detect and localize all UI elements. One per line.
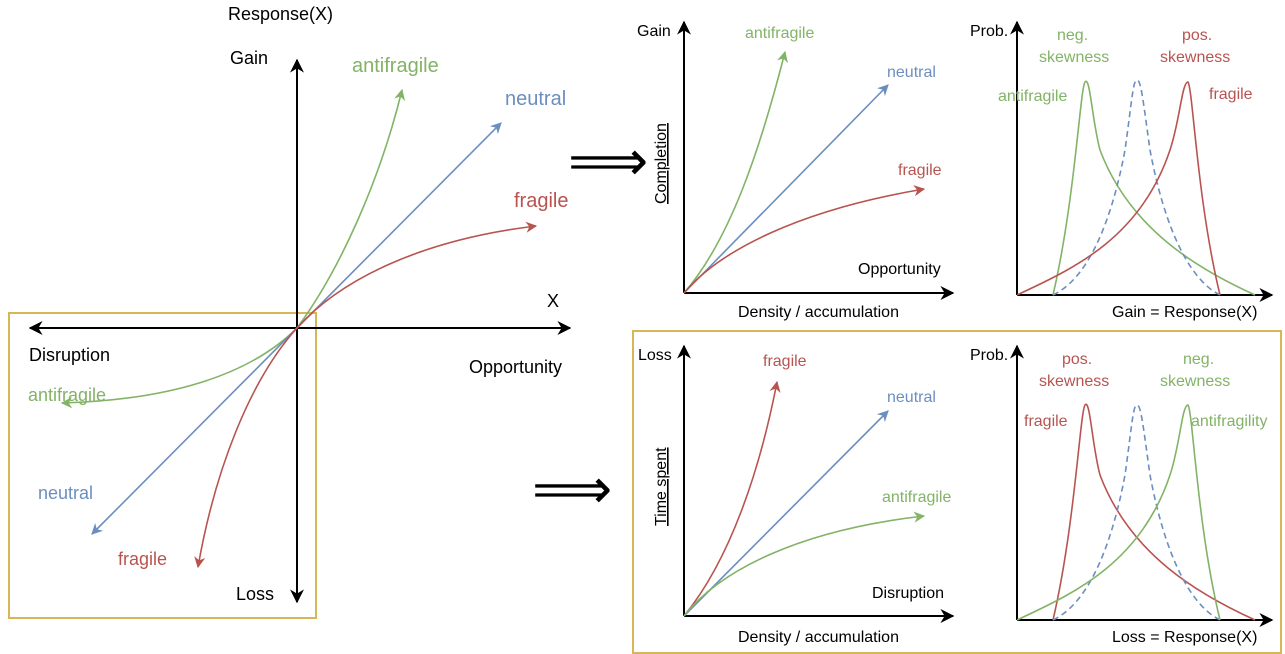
tr-prob-label: Prob. <box>970 23 1008 40</box>
tl-neutral-label: neutral <box>887 64 936 81</box>
main-antifragile-gain-label: antifragile <box>352 55 439 77</box>
bl-antifragile-curve <box>683 511 926 617</box>
bl-disruption-label: Disruption <box>872 585 944 602</box>
br-x-label: Loss = Response(X) <box>1112 629 1257 646</box>
main-antifragile-loss-label: antifragile <box>28 385 106 405</box>
br-antifragility-label: antifragility <box>1191 413 1267 430</box>
bl-x-label: Density / accumulation <box>738 629 899 646</box>
main-gain-label: Gain <box>230 48 268 68</box>
main-x-label: X <box>547 291 559 311</box>
br-fragile-distribution <box>1052 403 1256 621</box>
main-fragile-gain-curve <box>296 221 538 329</box>
main-opportunity-label: Opportunity <box>469 357 562 377</box>
tl-completion-label: Completion <box>653 123 670 204</box>
br-fragile-label: fragile <box>1024 413 1068 430</box>
br-pos-skew-label-2: skewness <box>1039 373 1109 390</box>
implies-arrow-bottom: ⟹ <box>532 457 612 520</box>
tr-antifragile-label: antifragile <box>998 88 1067 105</box>
tl-antifragile-curve <box>683 50 788 294</box>
top-left-panel: Gain Completion antifragile neutral frag… <box>637 20 955 321</box>
bottom-left-panel: Loss Time spent fragile neutral antifrag… <box>638 344 955 646</box>
main-antifragile-gain-curve <box>296 88 406 329</box>
main-neutral-loss-label: neutral <box>38 483 93 503</box>
br-neg-skew-label-1: neg. <box>1183 351 1214 368</box>
tr-pos-skew-label-2: skewness <box>1160 49 1230 66</box>
bl-loss-label: Loss <box>638 347 672 364</box>
bl-neutral-label: neutral <box>887 389 936 406</box>
main-neutral-gain-line <box>296 122 502 329</box>
main-fragile-loss-curve <box>194 327 298 569</box>
main-antifragile-loss-curve <box>60 327 298 409</box>
main-y-title: Response(X) <box>228 4 333 24</box>
tl-x-label: Density / accumulation <box>738 304 899 321</box>
bl-neutral-line <box>683 410 889 617</box>
bl-fragile-curve <box>683 380 781 617</box>
tl-neutral-line <box>683 84 889 294</box>
tl-fragile-curve <box>683 185 926 294</box>
main-fragile-gain-label: fragile <box>514 190 568 212</box>
tr-pos-skew-label-1: pos. <box>1182 27 1212 44</box>
tr-fragile-distribution <box>1016 81 1221 296</box>
main-plot: Response(X) Gain Loss X Opportunity Disr… <box>8 4 572 619</box>
main-fragile-loss-label: fragile <box>118 549 167 569</box>
br-prob-label: Prob. <box>970 347 1008 364</box>
tr-antifragile-distribution <box>1052 80 1256 296</box>
main-neutral-loss-line <box>91 327 298 535</box>
tr-x-label: Gain = Response(X) <box>1112 304 1257 321</box>
top-right-panel: Prob. neg. skewness pos. skewness antifr… <box>970 20 1274 321</box>
bottom-right-panel: Prob. pos. skewness neg. skewness fragil… <box>970 344 1274 646</box>
disruption-panels-box <box>632 330 1282 654</box>
tl-antifragile-label: antifragile <box>745 25 814 42</box>
tr-fragile-label: fragile <box>1209 86 1253 103</box>
main-neutral-gain-label: neutral <box>505 88 566 110</box>
main-loss-label: Loss <box>236 584 274 604</box>
main-disruption-label: Disruption <box>29 345 110 365</box>
tr-neg-skew-label-2: skewness <box>1039 49 1109 66</box>
br-antifragility-distribution <box>1016 404 1221 621</box>
tr-neg-skew-label-1: neg. <box>1057 27 1088 44</box>
br-neg-skew-label-2: skewness <box>1160 373 1230 390</box>
disruption-highlight-box <box>8 312 317 619</box>
br-pos-skew-label-1: pos. <box>1062 351 1092 368</box>
bl-antifragile-label: antifragile <box>882 489 951 506</box>
tl-fragile-label: fragile <box>898 162 942 179</box>
bl-fragile-label: fragile <box>763 353 807 370</box>
tl-opportunity-label: Opportunity <box>858 261 941 278</box>
tl-gain-label: Gain <box>637 23 671 40</box>
implies-arrow-top: ⟹ <box>568 129 648 192</box>
bl-time-spent-label: Time spent <box>653 447 670 526</box>
